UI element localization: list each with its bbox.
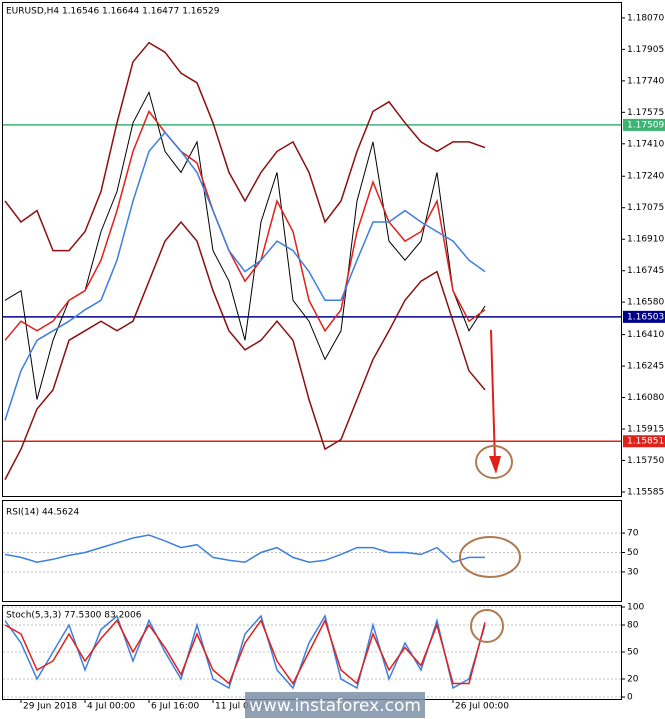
y-tick-label: 1.16745: [627, 266, 664, 276]
x-tick-label: 11 Jul 08:00: [215, 702, 269, 712]
series-line: [4, 220, 486, 480]
level-label-box: [623, 310, 665, 323]
series-line: [4, 614, 486, 690]
watermark-box: [245, 692, 425, 718]
panel-title: RSI(14) 44.5624: [6, 508, 79, 518]
x-tick-label: 26 Jul 00:00: [455, 702, 509, 712]
level-label: 1.16503: [627, 312, 664, 322]
y-tick-label: 1.17075: [627, 203, 664, 213]
y-tick-label: 100: [627, 603, 644, 613]
main-panel: [2, 2, 622, 497]
arrow-head: [489, 456, 501, 474]
y-tick-label: 20: [627, 675, 639, 685]
series-line: [4, 41, 486, 252]
y-tick-label: 0: [627, 693, 633, 703]
panel-title: EURUSD,H4 1.16546 1.16644 1.16477 1.1652…: [6, 7, 220, 17]
y-tick-label: 30: [627, 567, 639, 577]
forecast-arrow: [490, 329, 496, 463]
y-tick-label: 80: [627, 621, 639, 631]
target-circle: [475, 445, 513, 479]
y-tick-label: 1.15585: [627, 487, 664, 497]
y-tick-label: 1.17240: [627, 172, 664, 182]
y-tick-label: 1.15750: [627, 456, 664, 466]
y-tick-label: 50: [627, 548, 639, 558]
panel-title: Stoch(5,3,3) 77.5300 83.2006: [6, 611, 142, 621]
x-tick-label: 6 Jul 16:00: [151, 702, 200, 712]
level-label: 1.15851: [627, 437, 664, 447]
series-line: [4, 534, 485, 564]
y-tick-label: 1.16410: [627, 330, 664, 340]
y-tick-label: 1.16910: [627, 235, 664, 245]
series-line: [4, 618, 486, 685]
series-line: [4, 109, 486, 341]
series-line: [4, 131, 486, 421]
y-tick-label: 1.16245: [627, 362, 664, 372]
y-tick-label: 50: [627, 648, 639, 658]
y-tick-label: 1.16080: [627, 393, 664, 403]
x-tick-label: 4 Jul 00:00: [87, 702, 136, 712]
y-tick-label: 70: [627, 529, 639, 539]
plot-layer: EURUSD,H4 1.16546 1.16644 1.16477 1.1652…: [3, 7, 665, 712]
level-label-box: [623, 118, 665, 131]
y-tick-label: 1.17905: [627, 45, 664, 55]
y-tick-label: 1.17575: [627, 108, 664, 118]
watermark: www.instaforex.com: [249, 696, 421, 716]
y-tick-label: 1.17410: [627, 139, 664, 149]
level-label: 1.17509: [627, 120, 664, 130]
y-tick-label: 1.15915: [627, 425, 664, 435]
rsi-circle: [459, 536, 521, 578]
level-label-box: [623, 435, 665, 448]
stoch-circle: [470, 609, 504, 643]
rsi-panel: [2, 500, 622, 602]
y-tick-label: 1.17740: [627, 76, 664, 86]
y-tick-label: 1.16580: [627, 298, 664, 308]
y-tick-label: 1.18070: [627, 13, 664, 23]
x-tick-label: 29 Jun 2018: [23, 702, 77, 712]
